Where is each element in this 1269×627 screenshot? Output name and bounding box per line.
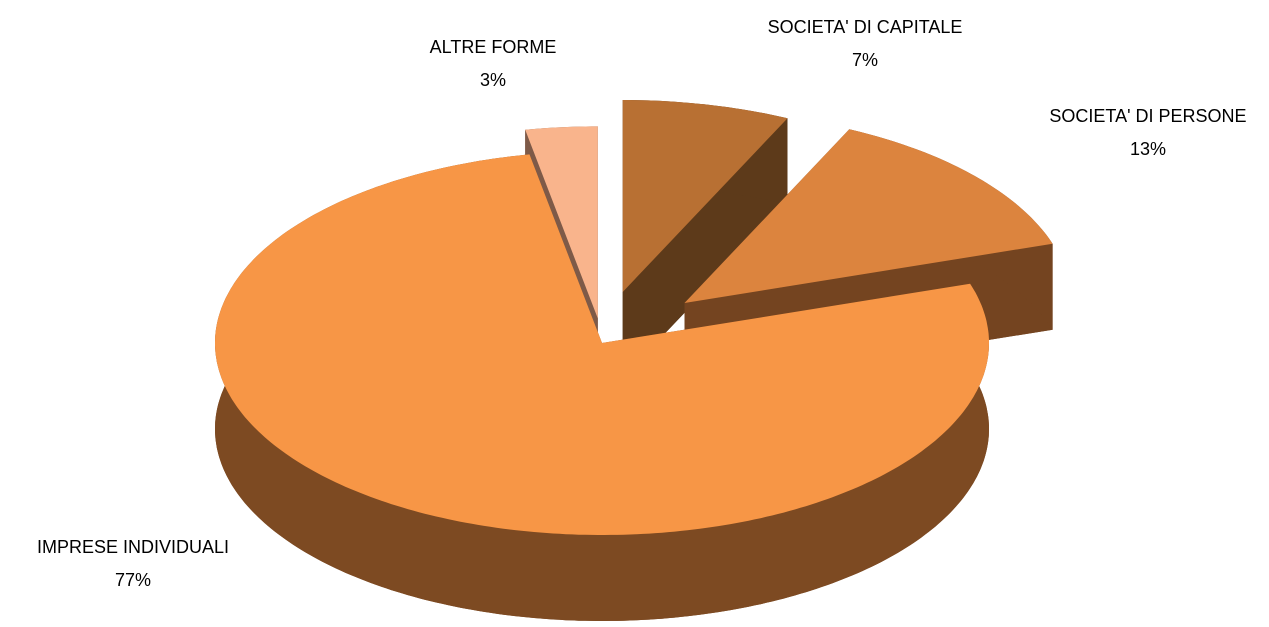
- slice-value-label: 13%: [1130, 139, 1166, 159]
- slice-value-label: 7%: [852, 50, 878, 70]
- slice-top: [684, 129, 1053, 303]
- slice-label: SOCIETA' DI CAPITALE: [768, 17, 963, 37]
- slice-top: [215, 154, 989, 535]
- slice-top: [622, 100, 788, 292]
- slice: [215, 154, 989, 621]
- slice-label: SOCIETA' DI PERSONE: [1049, 106, 1246, 126]
- slice-value-label: 77%: [115, 570, 151, 590]
- slice-top: [525, 126, 598, 319]
- slice-label: ALTRE FORME: [430, 37, 557, 57]
- slice-label: IMPRESE INDIVIDUALI: [37, 537, 229, 557]
- slice-value-label: 3%: [480, 70, 506, 90]
